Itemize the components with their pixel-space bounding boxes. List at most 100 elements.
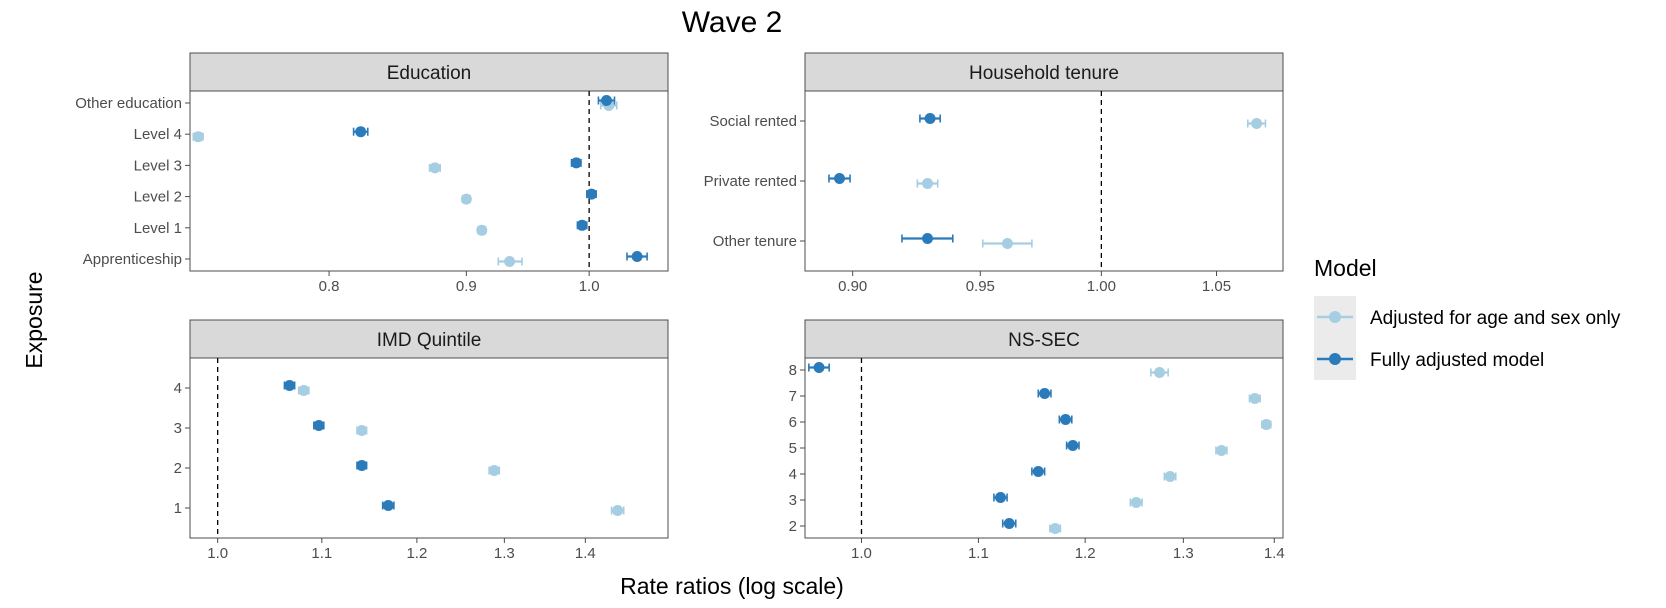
point-adjusted xyxy=(1260,419,1272,430)
point-fully-adjusted xyxy=(313,420,325,431)
x-tick-label: 1.00 xyxy=(1087,278,1116,295)
y-tick-label: 2 xyxy=(789,518,797,535)
legend-item-fully-adjusted: Fully adjusted model xyxy=(1317,350,1544,371)
y-tick-label: Apprenticeship xyxy=(83,251,182,268)
y-tick-label: 4 xyxy=(174,380,182,397)
plot-area xyxy=(804,357,1284,539)
y-tick-label: 2 xyxy=(174,460,182,477)
chart-title: Wave 2 xyxy=(682,6,783,39)
legend-item-adjusted: Adjusted for age and sex only xyxy=(1317,308,1621,329)
point-fully-adjusted xyxy=(1032,466,1044,477)
panel-strip xyxy=(189,319,669,359)
y-tick-label: Level 1 xyxy=(134,220,182,237)
point-adjusted xyxy=(1001,238,1013,249)
panel-strip-label: NS-SEC xyxy=(1008,330,1080,351)
point-fully-adjusted xyxy=(585,188,597,200)
panel-strip-label: Household tenure xyxy=(969,63,1119,84)
x-tick-label: 1.3 xyxy=(494,545,515,562)
panel-strip xyxy=(804,319,1284,359)
y-tick-label: 1 xyxy=(174,500,182,517)
x-tick-label: 1.3 xyxy=(1173,545,1194,562)
point-fully-adjusted xyxy=(834,173,846,184)
plot-area xyxy=(189,90,669,272)
panel-education: Education 0.8 0.9 1.0 Other education Level 4… xyxy=(75,52,669,295)
point-adjusted xyxy=(612,505,624,516)
point-fully-adjusted xyxy=(284,380,296,391)
legend-label-adjusted: Adjusted for age and sex only xyxy=(1370,308,1621,329)
point-fully-adjusted xyxy=(1039,388,1051,399)
legend-title: Model xyxy=(1314,255,1377,281)
y-tick-label: Level 2 xyxy=(134,189,182,206)
y-axis-title: Exposure xyxy=(21,271,47,368)
point-adjusted xyxy=(922,178,934,189)
panel-household-tenure: Household tenure 0.90 0.95 1.00 1.05 Social r… xyxy=(704,52,1284,295)
point-fully-adjusted xyxy=(924,113,936,124)
point-fully-adjusted xyxy=(1067,440,1079,451)
x-tick-label: 1.0 xyxy=(851,545,872,562)
y-tick-label: Other education xyxy=(75,95,182,112)
plot-area xyxy=(804,90,1284,272)
legend-label-fully-adjusted: Fully adjusted model xyxy=(1370,350,1544,371)
panel-ns-sec: NS-SEC 1.0 1.1 1.2 1.3 1.4 8 7 6 5 4 3 2 xyxy=(789,319,1285,562)
point-fully-adjusted xyxy=(355,126,367,138)
point-adjusted xyxy=(298,385,310,396)
point-fully-adjusted xyxy=(1003,518,1015,529)
x-tick-label: 0.8 xyxy=(319,278,340,295)
y-tick-label: Level 3 xyxy=(134,157,182,174)
legend-key-dot-adjusted xyxy=(1329,311,1341,323)
point-adjusted xyxy=(476,224,488,236)
point-fully-adjusted xyxy=(1060,414,1072,425)
y-tick-label: 3 xyxy=(174,420,182,437)
panel-strip-label: Education xyxy=(387,63,472,84)
point-fully-adjusted xyxy=(601,95,613,106)
y-tick-label: 4 xyxy=(789,466,797,483)
y-tick-label: Other tenure xyxy=(713,233,797,250)
point-adjusted xyxy=(504,256,516,267)
legend: Model Adjusted for age and sex only Full… xyxy=(1314,255,1621,380)
point-fully-adjusted xyxy=(922,233,934,244)
legend-key-dot-fully-adjusted xyxy=(1329,353,1341,365)
panel-strip xyxy=(804,52,1284,92)
y-tick-label: Level 4 xyxy=(134,126,182,143)
point-fully-adjusted xyxy=(813,362,825,373)
point-fully-adjusted xyxy=(631,251,643,262)
x-tick-label: 1.2 xyxy=(1075,545,1096,562)
y-tick-label: 5 xyxy=(789,440,797,457)
point-adjusted xyxy=(1215,445,1227,456)
y-tick-label: 6 xyxy=(789,414,797,431)
x-axis-title: Rate ratios (log scale) xyxy=(620,573,844,599)
point-adjusted xyxy=(356,425,368,436)
y-tick-label: 7 xyxy=(789,388,797,405)
point-adjusted xyxy=(1154,367,1166,378)
x-tick-label: 1.0 xyxy=(579,278,600,295)
point-adjusted xyxy=(192,131,204,143)
point-fully-adjusted xyxy=(356,460,368,471)
y-tick-label: Social rented xyxy=(709,113,797,130)
x-tick-label: 1.0 xyxy=(207,545,228,562)
y-tick-label: 3 xyxy=(789,492,797,509)
point-adjusted xyxy=(1249,393,1261,404)
panels-group: Education 0.8 0.9 1.0 Other education Level 4… xyxy=(75,52,1285,562)
y-tick-label: 8 xyxy=(789,362,797,379)
point-fully-adjusted xyxy=(382,500,394,511)
point-fully-adjusted xyxy=(576,219,588,231)
point-adjusted xyxy=(1164,471,1176,482)
x-tick-label: 1.1 xyxy=(311,545,332,562)
x-tick-label: 1.2 xyxy=(406,545,427,562)
point-adjusted xyxy=(1130,497,1142,508)
x-tick-label: 0.9 xyxy=(456,278,477,295)
panel-imd-quintile: IMD Quintile 1.0 1.1 1.2 1.3 1.4 4 3 2 1 xyxy=(174,319,669,562)
y-tick-label: Private rented xyxy=(704,173,797,190)
plot-area xyxy=(189,357,669,539)
point-adjusted xyxy=(1049,523,1061,534)
x-tick-label: 1.4 xyxy=(1264,545,1285,562)
x-tick-label: 1.05 xyxy=(1202,278,1231,295)
panel-strip xyxy=(189,52,669,92)
x-tick-label: 1.4 xyxy=(575,545,596,562)
point-adjusted xyxy=(1251,118,1263,129)
point-adjusted xyxy=(429,162,441,174)
x-tick-label: 0.90 xyxy=(838,278,867,295)
point-fully-adjusted xyxy=(570,157,582,169)
